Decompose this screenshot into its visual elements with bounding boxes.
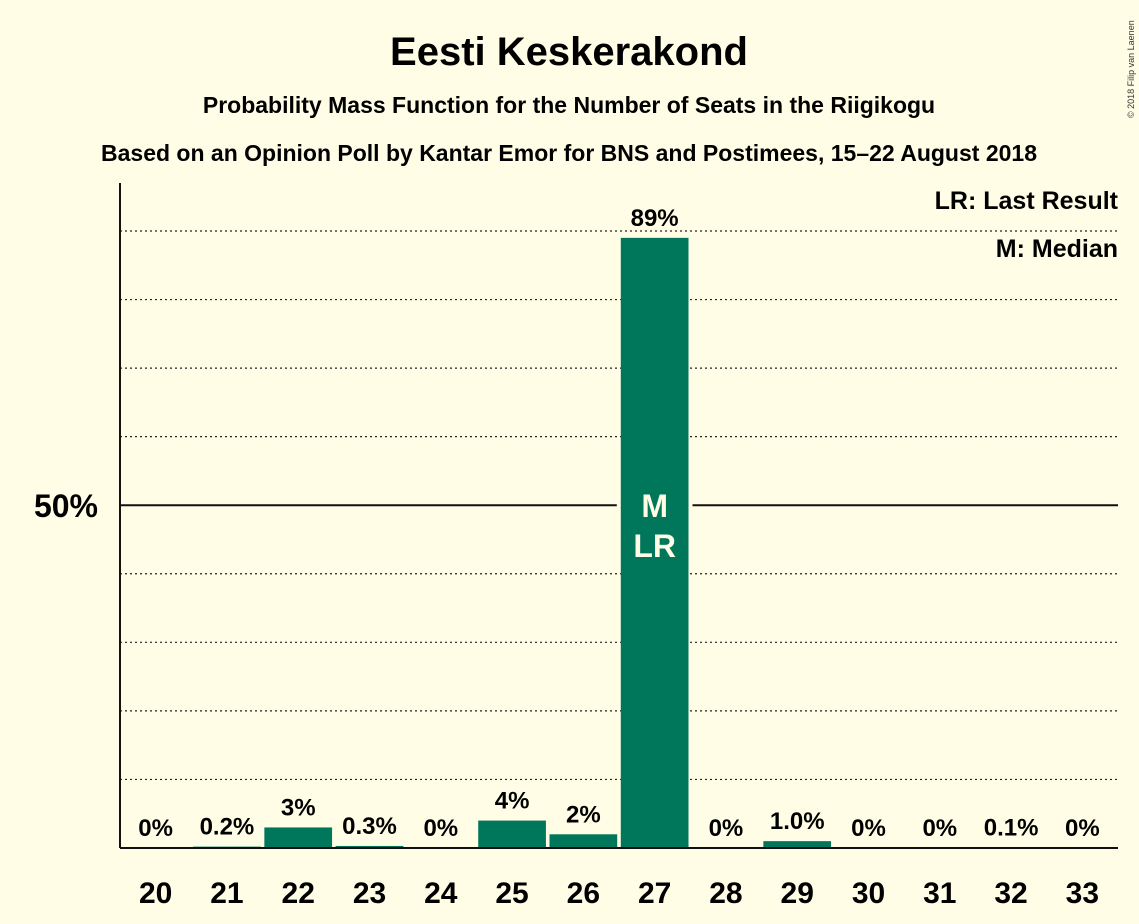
data-label-31: 0% bbox=[922, 815, 957, 842]
bar-27 bbox=[620, 237, 689, 849]
data-label-20: 0% bbox=[138, 815, 173, 842]
data-label-23: 0.3% bbox=[342, 813, 397, 840]
x-tick-31: 31 bbox=[923, 877, 956, 910]
x-tick-26: 26 bbox=[567, 877, 600, 910]
legend-median: M: Median bbox=[996, 235, 1118, 263]
bar-22 bbox=[264, 827, 333, 848]
x-tick-33: 33 bbox=[1066, 877, 1099, 910]
x-tick-30: 30 bbox=[852, 877, 885, 910]
marker-gap-fill bbox=[620, 502, 689, 509]
data-label-29: 1.0% bbox=[770, 808, 825, 835]
x-tick-28: 28 bbox=[709, 877, 742, 910]
data-label-33: 0% bbox=[1065, 815, 1100, 842]
y-tick-label: 50% bbox=[34, 488, 98, 524]
x-tick-29: 29 bbox=[781, 877, 814, 910]
x-tick-27: 27 bbox=[638, 877, 671, 910]
bar-29 bbox=[763, 841, 832, 848]
x-tick-20: 20 bbox=[139, 877, 172, 910]
chart-subtitle: Probability Mass Function for the Number… bbox=[203, 92, 935, 118]
x-tick-22: 22 bbox=[282, 877, 315, 910]
data-label-32: 0.1% bbox=[984, 814, 1039, 841]
data-label-21: 0.2% bbox=[200, 814, 255, 841]
data-label-22: 3% bbox=[281, 794, 316, 821]
chart-subtitle-poll: Based on an Opinion Poll by Kantar Emor … bbox=[101, 140, 1037, 166]
data-label-26: 2% bbox=[566, 801, 601, 828]
x-tick-24: 24 bbox=[424, 877, 458, 910]
x-tick-25: 25 bbox=[495, 877, 528, 910]
data-label-28: 0% bbox=[709, 815, 744, 842]
bars bbox=[193, 237, 1045, 849]
axes: 50% 20 21 22 23 24 25 26 27 28 29 30 31 32 33 bbox=[34, 183, 1118, 910]
data-label-24: 0% bbox=[423, 815, 458, 842]
data-labels: 0% 0.2% 3% 0.3% 0% 4% 2% 89% M LR 0% 1.0% 0% 0% 0.1% 0% bbox=[138, 205, 1099, 842]
bar-26 bbox=[549, 834, 618, 848]
data-label-25: 4% bbox=[495, 788, 530, 815]
chart-title: Eesti Keskerakond bbox=[390, 30, 748, 74]
copyright-text: © 2018 Filip van Laenen bbox=[1126, 20, 1136, 118]
median-marker: M bbox=[641, 488, 668, 524]
x-tick-21: 21 bbox=[210, 877, 243, 910]
x-tick-32: 32 bbox=[994, 877, 1027, 910]
bar-23 bbox=[335, 845, 404, 848]
x-tick-23: 23 bbox=[353, 877, 386, 910]
data-label-30: 0% bbox=[851, 815, 886, 842]
data-label-27: 89% bbox=[631, 205, 679, 232]
gridlines bbox=[120, 230, 1118, 781]
legend-last-result: LR: Last Result bbox=[935, 187, 1119, 215]
bar-25 bbox=[478, 820, 546, 848]
last-result-marker: LR bbox=[633, 528, 676, 564]
